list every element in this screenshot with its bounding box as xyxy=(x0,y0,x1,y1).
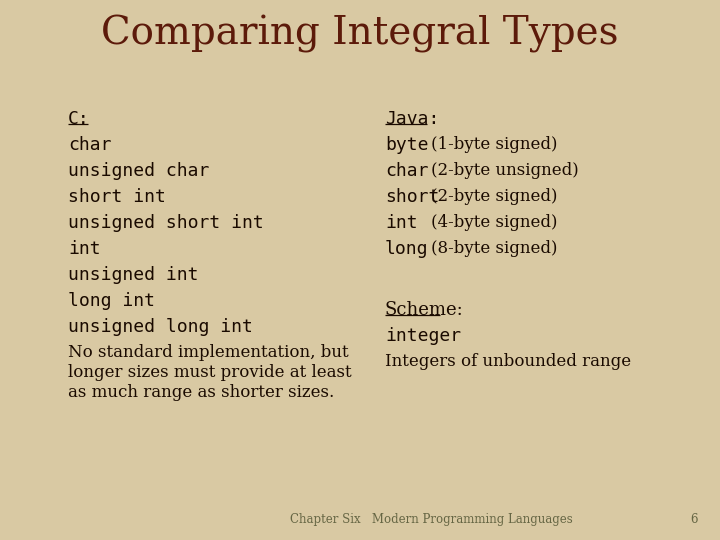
Text: (8-byte signed): (8-byte signed) xyxy=(431,240,557,257)
Text: Java:: Java: xyxy=(385,110,439,128)
Text: long int: long int xyxy=(68,292,155,310)
Text: short int: short int xyxy=(68,188,166,206)
Text: (1-byte signed): (1-byte signed) xyxy=(431,136,557,153)
Text: int: int xyxy=(68,240,101,258)
Text: Integers of unbounded range: Integers of unbounded range xyxy=(385,353,631,370)
Text: (2-byte signed): (2-byte signed) xyxy=(431,188,557,205)
Text: byte: byte xyxy=(385,136,428,154)
Text: Comparing Integral Types: Comparing Integral Types xyxy=(102,15,618,53)
Text: (2-byte unsigned): (2-byte unsigned) xyxy=(431,162,579,179)
Text: unsigned char: unsigned char xyxy=(68,162,210,180)
Text: unsigned long int: unsigned long int xyxy=(68,318,253,336)
Text: Chapter Six   Modern Programming Languages: Chapter Six Modern Programming Languages xyxy=(290,513,572,526)
Text: unsigned short int: unsigned short int xyxy=(68,214,264,232)
Text: short: short xyxy=(385,188,439,206)
Text: char: char xyxy=(68,136,112,154)
Text: int: int xyxy=(385,214,418,232)
Text: integer: integer xyxy=(385,327,461,345)
Text: longer sizes must provide at least: longer sizes must provide at least xyxy=(68,364,351,381)
Text: Scheme:: Scheme: xyxy=(385,301,464,319)
Text: C:: C: xyxy=(68,110,90,128)
Text: 6: 6 xyxy=(690,513,698,526)
Text: as much range as shorter sizes.: as much range as shorter sizes. xyxy=(68,384,334,401)
Text: char: char xyxy=(385,162,428,180)
Text: (4-byte signed): (4-byte signed) xyxy=(431,214,557,231)
Text: unsigned int: unsigned int xyxy=(68,266,199,284)
Text: long: long xyxy=(385,240,428,258)
Text: No standard implementation, but: No standard implementation, but xyxy=(68,344,348,361)
